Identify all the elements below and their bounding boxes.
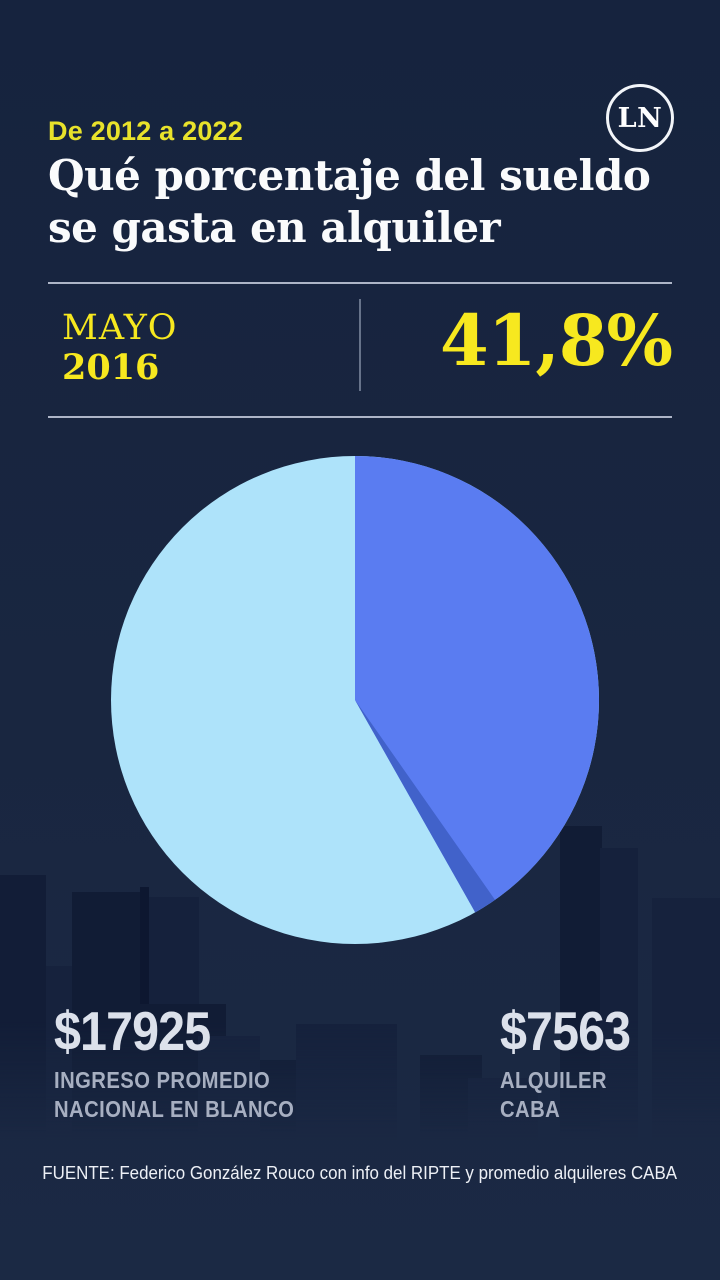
- divider-top: [48, 282, 672, 284]
- stat-month: MAYO: [62, 308, 178, 348]
- page-title: Qué porcentaje del sueldo se gasta en al…: [48, 150, 651, 254]
- legend-income-value: $17925: [54, 1000, 211, 1062]
- legend-rent: $7563 ALQUILER CABA: [500, 1000, 648, 1124]
- divider-bottom: [48, 416, 672, 418]
- legend-income-label-line2: NACIONAL EN BLANCO: [54, 1096, 295, 1122]
- legend-rent-label-line1: ALQUILER: [500, 1067, 607, 1093]
- stat-year: 2016: [62, 347, 160, 388]
- source-credit: FUENTE: Federico González Rouco con info…: [0, 1163, 720, 1184]
- legend-rent-value: $7563: [500, 1000, 631, 1062]
- legend-income-label-line1: INGRESO PROMEDIO: [54, 1067, 271, 1093]
- legend-rent-label-line2: CABA: [500, 1096, 561, 1122]
- divider-vertical: [359, 299, 361, 391]
- legend-income-label: INGRESO PROMEDIO NACIONAL EN BLANCO: [54, 1066, 294, 1124]
- legend-rent-label: ALQUILER CABA: [500, 1066, 630, 1124]
- pie-chart: [111, 456, 599, 944]
- ln-logo: LN: [606, 84, 674, 152]
- ln-logo-text: LN: [617, 102, 663, 134]
- kicker-date-range: De 2012 a 2022: [48, 116, 243, 146]
- legend-income: $17925 INGRESO PROMEDIO NACIONAL EN BLAN…: [54, 1000, 327, 1124]
- title-line-2: se gasta en alquiler: [48, 203, 501, 252]
- source-credit-text: FUENTE: Federico González Rouco con info…: [42, 1163, 678, 1183]
- stat-percentage: 41,8%: [439, 299, 673, 382]
- title-line-1: Qué porcentaje del sueldo: [48, 151, 651, 200]
- pie-slice-edge-shadow: [355, 700, 496, 913]
